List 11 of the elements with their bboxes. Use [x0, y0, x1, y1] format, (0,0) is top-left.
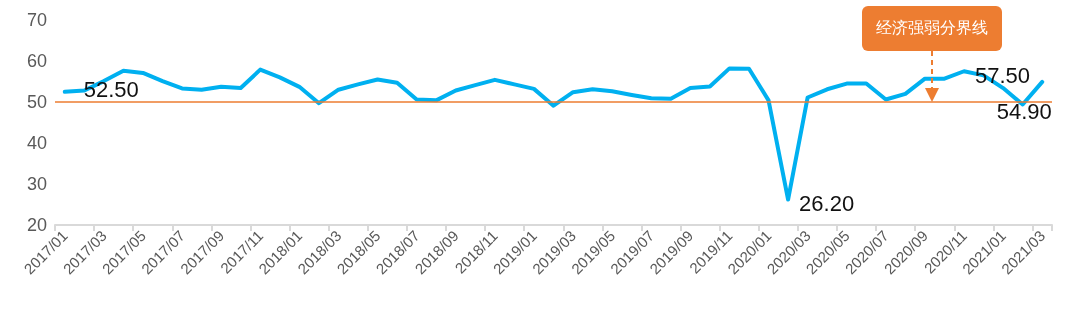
annotation: 经济强弱分界线	[862, 6, 1003, 51]
y-tick-label: 30	[26, 174, 47, 194]
y-tick-label: 60	[26, 51, 47, 71]
y-tick-label: 20	[26, 215, 47, 235]
y-tick-label: 70	[26, 10, 47, 30]
data-label: 57.50	[975, 62, 1031, 88]
data-label: 52.50	[83, 77, 139, 103]
y-tick-label: 50	[26, 92, 47, 112]
data-label: 54.90	[996, 99, 1052, 125]
data-label: 26.20	[799, 191, 855, 217]
y-tick-label: 40	[26, 133, 47, 153]
